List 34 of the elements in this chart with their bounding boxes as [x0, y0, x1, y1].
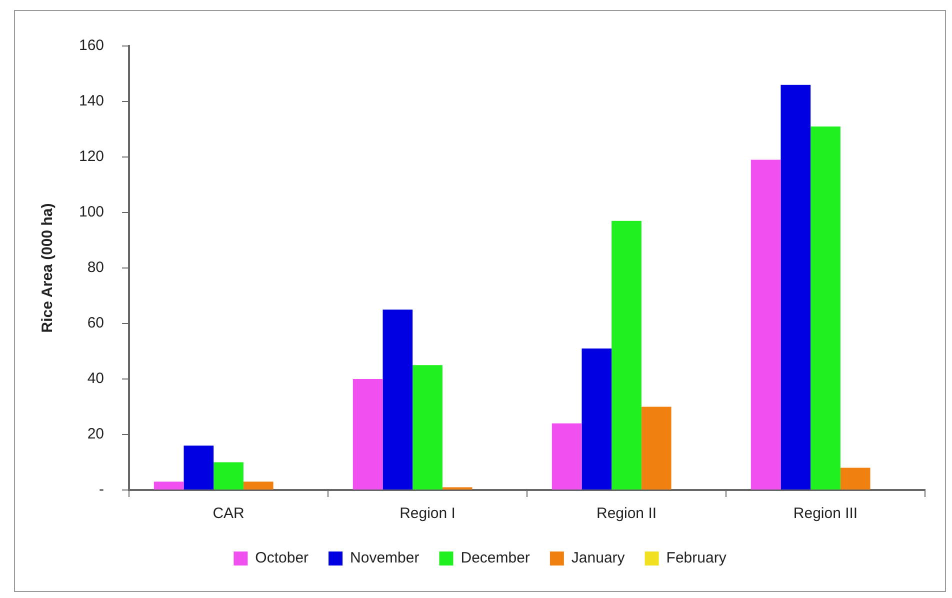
bar: [243, 482, 274, 490]
legend-label: January: [571, 550, 626, 567]
y-tick-label: 140: [78, 92, 104, 110]
bar: [214, 462, 244, 490]
legend-label: December: [460, 550, 530, 567]
y-tick-label: 40: [87, 370, 104, 388]
bar: [612, 220, 642, 490]
y-tick-label: 100: [78, 204, 104, 221]
y-tick-label: 120: [78, 148, 104, 166]
x-tick-label: Region III: [793, 505, 858, 522]
y-tick-label: 80: [87, 259, 104, 276]
x-tick-label: Region II: [596, 505, 657, 522]
bar: [750, 160, 781, 490]
y-tick-label: 60: [87, 314, 104, 332]
bar: [582, 348, 612, 490]
y-tick-label: -: [99, 481, 104, 498]
y-axis-title: Rice Area (000 ha): [39, 203, 56, 333]
bar: [780, 84, 811, 490]
y-tick-label: 160: [78, 37, 104, 54]
x-tick-label: Region I: [400, 505, 456, 522]
x-tick-label: CAR: [212, 505, 245, 522]
legend-label: October: [255, 550, 309, 567]
bar: [382, 310, 413, 490]
bar: [552, 423, 582, 490]
bar: [810, 126, 840, 490]
bar: [154, 482, 184, 490]
bar: [184, 446, 214, 490]
bar: [352, 379, 383, 490]
bar: [412, 365, 442, 490]
y-tick-label: 20: [87, 426, 104, 443]
bar: [840, 468, 870, 490]
legend-label: February: [666, 550, 727, 567]
bar: [641, 406, 672, 490]
legend-label: November: [350, 550, 420, 567]
